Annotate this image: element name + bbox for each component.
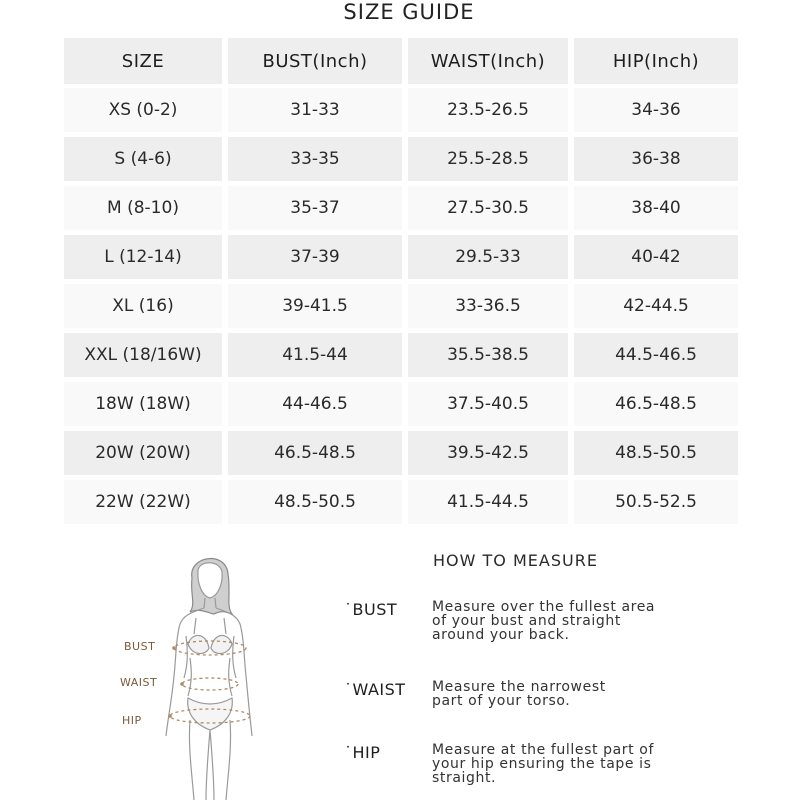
table-cell: 39-41.5 (228, 284, 402, 328)
table-cell: 44.5-46.5 (574, 333, 738, 377)
table-header-row: SIZE BUST(Inch) WAIST(Inch) HIP(Inch) (64, 38, 738, 84)
table-cell: 41.5-44.5 (408, 480, 568, 524)
desc-line: of your bust and straight (432, 613, 621, 629)
table-cell: 25.5-28.5 (408, 137, 568, 181)
table-row: XXL (18/16W) 41.5-44 35.5-38.5 44.5-46.5 (64, 333, 738, 377)
body-figure-illustration: BUST WAIST HIP (110, 548, 300, 801)
table-row: 18W (18W) 44-46.5 37.5-40.5 46.5-48.5 (64, 382, 738, 426)
table-row: XL (16) 39-41.5 33-36.5 42-44.5 (64, 284, 738, 328)
table-row: M (8-10) 35-37 27.5-30.5 38-40 (64, 186, 738, 230)
measure-term-hip: ˙HIP (344, 743, 381, 762)
size-table: SIZE BUST(Inch) WAIST(Inch) HIP(Inch) XS (0-… (64, 38, 738, 529)
table-cell: 27.5-30.5 (408, 186, 568, 230)
table-header-cell: HIP(Inch) (574, 38, 738, 84)
table-cell: 23.5-26.5 (408, 88, 568, 132)
table-cell: 48.5-50.5 (228, 480, 402, 524)
table-cell: 48.5-50.5 (574, 431, 738, 475)
table-cell: 39.5-42.5 (408, 431, 568, 475)
table-cell: XL (16) (64, 284, 222, 328)
desc-line: straight. (432, 770, 497, 786)
desc-line: Measure at the fullest part of (432, 742, 654, 758)
table-row: S (4-6) 33-35 25.5-28.5 36-38 (64, 137, 738, 181)
desc-line: your hip ensuring the tape is (432, 756, 652, 772)
table-cell: 38-40 (574, 186, 738, 230)
measure-desc-bust: Measure over the fullest area of your bu… (432, 600, 682, 642)
desc-line: Measure over the fullest area (432, 599, 656, 615)
table-cell: 18W (18W) (64, 382, 222, 426)
table-cell: 42-44.5 (574, 284, 738, 328)
table-row: XS (0-2) 31-33 23.5-26.5 34-36 (64, 88, 738, 132)
desc-line: part of your torso. (432, 693, 571, 709)
table-cell: L (12-14) (64, 235, 222, 279)
table-row: L (12-14) 37-39 29.5-33 40-42 (64, 235, 738, 279)
table-cell: 40-42 (574, 235, 738, 279)
table-cell: 35.5-38.5 (408, 333, 568, 377)
table-cell: 37.5-40.5 (408, 382, 568, 426)
page-title: SIZE GUIDE (343, 0, 475, 24)
table-header-cell: SIZE (64, 38, 222, 84)
table-cell: M (8-10) (64, 186, 222, 230)
table-cell: 37-39 (228, 235, 402, 279)
body-figure-icon (165, 558, 253, 801)
figure-label-waist: WAIST (120, 676, 158, 689)
table-cell: 31-33 (228, 88, 402, 132)
figure-label-hip: HIP (122, 714, 142, 727)
table-cell: 35-37 (228, 186, 402, 230)
table-row: 22W (22W) 48.5-50.5 41.5-44.5 50.5-52.5 (64, 480, 738, 524)
table-cell: 46.5-48.5 (574, 382, 738, 426)
table-cell: 33-36.5 (408, 284, 568, 328)
table-cell: S (4-6) (64, 137, 222, 181)
measure-term-waist: ˙WAIST (344, 680, 406, 699)
table-cell: 20W (20W) (64, 431, 222, 475)
table-header-cell: WAIST(Inch) (408, 38, 568, 84)
table-cell: XXL (18/16W) (64, 333, 222, 377)
measure-term-bust: ˙BUST (344, 600, 398, 619)
table-cell: 22W (22W) (64, 480, 222, 524)
table-cell: XS (0-2) (64, 88, 222, 132)
table-cell: 46.5-48.5 (228, 431, 402, 475)
how-to-measure-heading: HOW TO MEASURE (433, 551, 598, 570)
table-cell: 41.5-44 (228, 333, 402, 377)
figure-label-bust: BUST (124, 640, 156, 653)
table-row: 20W (20W) 46.5-48.5 39.5-42.5 48.5-50.5 (64, 431, 738, 475)
measure-desc-waist: Measure the narrowest part of your torso… (432, 680, 682, 708)
desc-line: Measure the narrowest (432, 679, 606, 695)
table-cell: 29.5-33 (408, 235, 568, 279)
measure-desc-hip: Measure at the fullest part of your hip … (432, 743, 682, 785)
table-cell: 36-38 (574, 137, 738, 181)
table-cell: 44-46.5 (228, 382, 402, 426)
table-header-cell: BUST(Inch) (228, 38, 402, 84)
table-cell: 50.5-52.5 (574, 480, 738, 524)
table-cell: 34-36 (574, 88, 738, 132)
desc-line: around your back. (432, 627, 570, 643)
table-cell: 33-35 (228, 137, 402, 181)
